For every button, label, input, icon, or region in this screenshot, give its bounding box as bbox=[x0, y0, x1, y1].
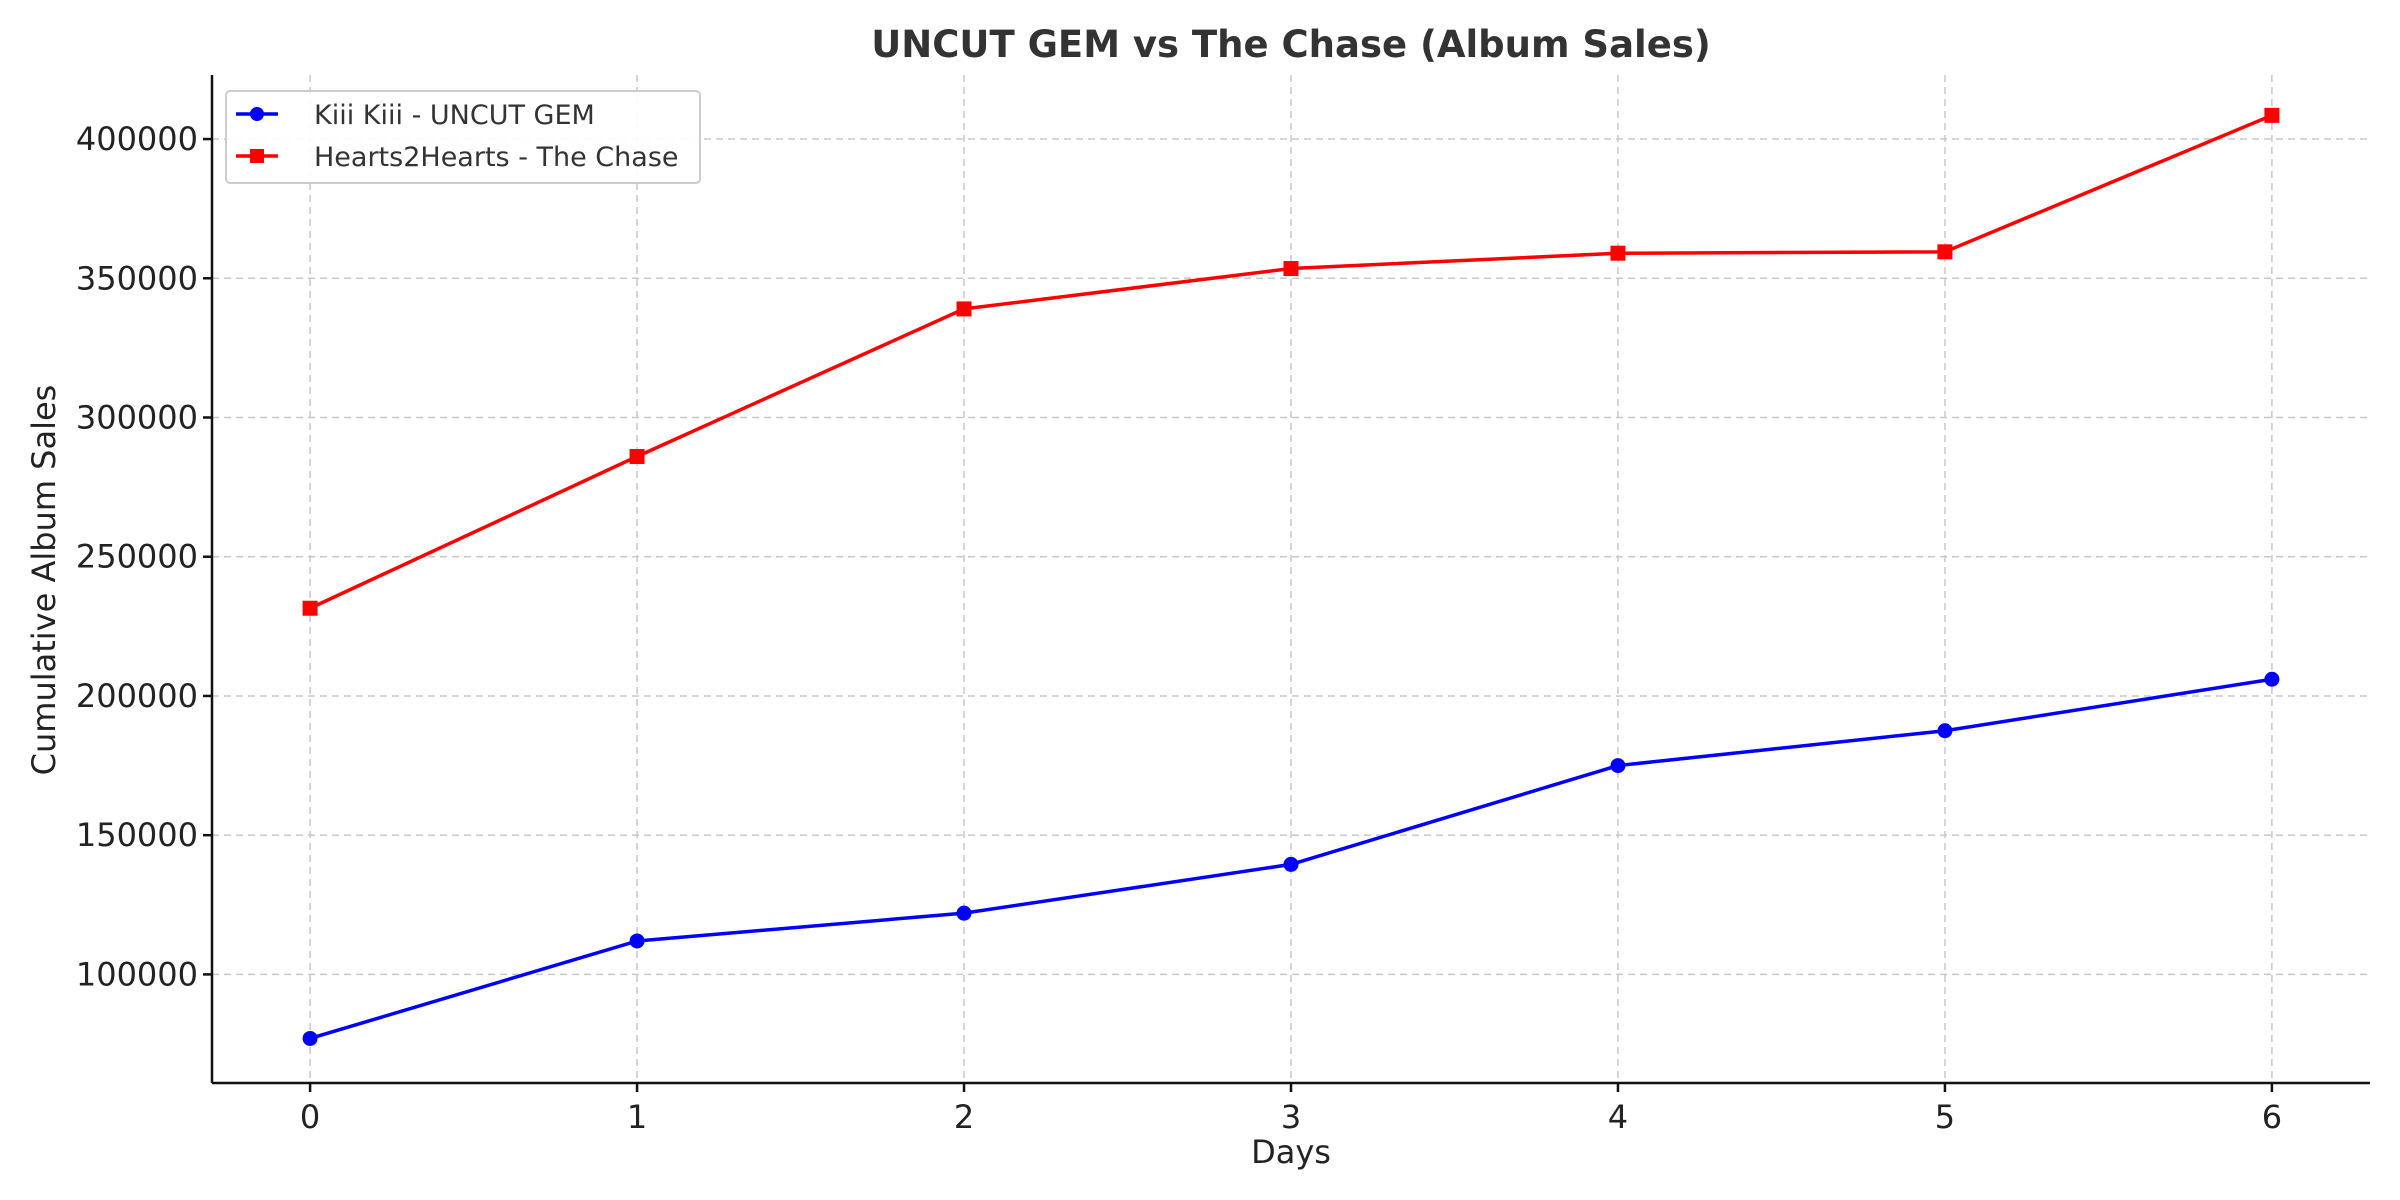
x-tick-label: 4 bbox=[1608, 1098, 1628, 1136]
data-point bbox=[2264, 107, 2280, 123]
y-tick-label: 100000 bbox=[76, 955, 198, 993]
chart-title: UNCUT GEM vs The Chase (Album Sales) bbox=[871, 23, 1711, 66]
data-point bbox=[1283, 261, 1299, 277]
x-tick-label: 2 bbox=[954, 1098, 974, 1136]
data-point bbox=[956, 301, 972, 317]
x-tick-label: 0 bbox=[300, 1098, 320, 1136]
data-point bbox=[1937, 723, 1953, 739]
legend-label: Hearts2Hearts - The Chase bbox=[314, 142, 679, 173]
data-point bbox=[302, 600, 318, 616]
legend: Kiii Kiii - UNCUT GEM Hearts2Hearts - The… bbox=[225, 90, 701, 184]
series-layer bbox=[302, 107, 2280, 1046]
x-tick-label: 5 bbox=[1935, 1098, 1955, 1136]
x-tick-label: 3 bbox=[1281, 1098, 1301, 1136]
data-point bbox=[2264, 671, 2280, 687]
axes: 0 1 2 3 4 5 6 100000 150000 200000 250000 300000 350… bbox=[76, 75, 2370, 1136]
y-tick-label: 200000 bbox=[76, 677, 198, 715]
grid bbox=[212, 75, 2370, 1083]
legend-label: Kiii Kiii - UNCUT GEM bbox=[314, 100, 595, 131]
y-tick-label: 250000 bbox=[76, 538, 198, 576]
y-tick-label: 400000 bbox=[76, 120, 198, 158]
legend-item: Hearts2Hearts - The Chase bbox=[236, 142, 679, 173]
data-point bbox=[629, 933, 645, 949]
data-point bbox=[1937, 244, 1953, 260]
y-tick-label: 300000 bbox=[76, 398, 198, 436]
legend-box bbox=[225, 90, 701, 184]
data-point bbox=[629, 448, 645, 464]
data-point bbox=[1610, 245, 1626, 261]
x-axis-label: Days bbox=[1251, 1133, 1331, 1171]
legend-item: Kiii Kiii - UNCUT GEM bbox=[236, 100, 595, 131]
y-axis-label: Cumulative Album Sales bbox=[25, 385, 63, 776]
series-1 bbox=[302, 107, 2280, 616]
legend-marker bbox=[250, 149, 264, 163]
legend-marker bbox=[250, 107, 264, 121]
y-tick-label: 350000 bbox=[76, 259, 198, 297]
x-tick-label: 1 bbox=[627, 1098, 647, 1136]
x-tick-label: 6 bbox=[2262, 1098, 2282, 1136]
data-point bbox=[1283, 856, 1299, 872]
y-tick-label: 150000 bbox=[76, 816, 198, 854]
data-point bbox=[956, 905, 972, 921]
series-0 bbox=[302, 671, 2280, 1046]
data-point bbox=[1610, 758, 1626, 774]
data-point bbox=[302, 1030, 318, 1046]
